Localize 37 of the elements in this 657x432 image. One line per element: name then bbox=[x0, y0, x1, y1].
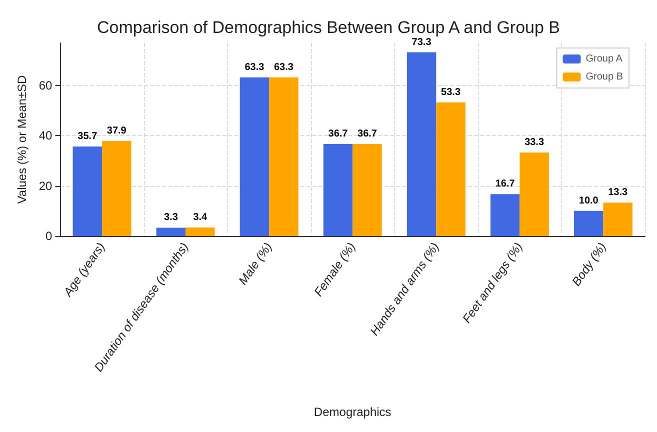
bar bbox=[574, 210, 604, 236]
data-label: 73.3 bbox=[412, 36, 432, 48]
data-label: 63.3 bbox=[274, 62, 294, 73]
data-label: 3.3 bbox=[164, 212, 178, 224]
data-label: 63.3 bbox=[244, 62, 265, 73]
y-axis-title: Values (%) or Mean±SD bbox=[15, 74, 29, 204]
data-label: 10.0 bbox=[578, 195, 599, 206]
data-label: 36.7 bbox=[328, 128, 348, 140]
data-label: 37.9 bbox=[106, 126, 127, 137]
data-label: 3.4 bbox=[193, 212, 208, 223]
chart-title: Comparison of Demographics Between Group A and Group B bbox=[96, 18, 560, 37]
y-tick-label: 40 bbox=[38, 128, 53, 143]
bar bbox=[102, 141, 132, 236]
bar bbox=[352, 144, 382, 236]
bar bbox=[603, 202, 632, 236]
data-label: 13.3 bbox=[608, 187, 628, 198]
bar bbox=[406, 52, 436, 236]
x-axis-title: Demographics bbox=[314, 405, 392, 419]
y-tick-label: 0 bbox=[46, 229, 53, 243]
bar bbox=[186, 227, 215, 236]
bar bbox=[323, 144, 353, 236]
y-tick-label: 60 bbox=[38, 78, 53, 93]
data-label: 33.3 bbox=[524, 137, 544, 148]
bar bbox=[240, 77, 270, 236]
bar bbox=[269, 77, 298, 236]
data-label: 16.7 bbox=[495, 178, 516, 190]
legend-label: Group B bbox=[586, 72, 624, 82]
data-label: 35.7 bbox=[78, 131, 98, 142]
bar bbox=[72, 146, 102, 236]
data-label: 53.3 bbox=[441, 86, 461, 98]
bar bbox=[520, 152, 549, 236]
bar bbox=[436, 102, 466, 236]
data-label: 36.7 bbox=[358, 128, 378, 140]
legend-label: Group A bbox=[586, 54, 623, 64]
y-tick-label: 20 bbox=[38, 178, 53, 193]
bar bbox=[156, 228, 186, 236]
bar bbox=[490, 194, 520, 236]
